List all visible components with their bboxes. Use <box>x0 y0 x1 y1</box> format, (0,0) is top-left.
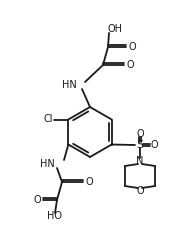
Text: Cl: Cl <box>44 114 53 124</box>
Text: O: O <box>136 186 144 196</box>
Text: O: O <box>128 42 136 52</box>
Text: O: O <box>136 129 144 139</box>
Text: OH: OH <box>107 24 122 34</box>
Text: N: N <box>136 156 144 166</box>
Text: O: O <box>150 140 158 150</box>
Text: S: S <box>136 140 144 150</box>
Text: HO: HO <box>46 211 61 221</box>
Text: O: O <box>126 60 134 70</box>
Text: HN: HN <box>62 80 77 90</box>
Text: HN: HN <box>40 159 55 169</box>
Text: O: O <box>33 195 41 205</box>
Text: O: O <box>85 177 93 187</box>
